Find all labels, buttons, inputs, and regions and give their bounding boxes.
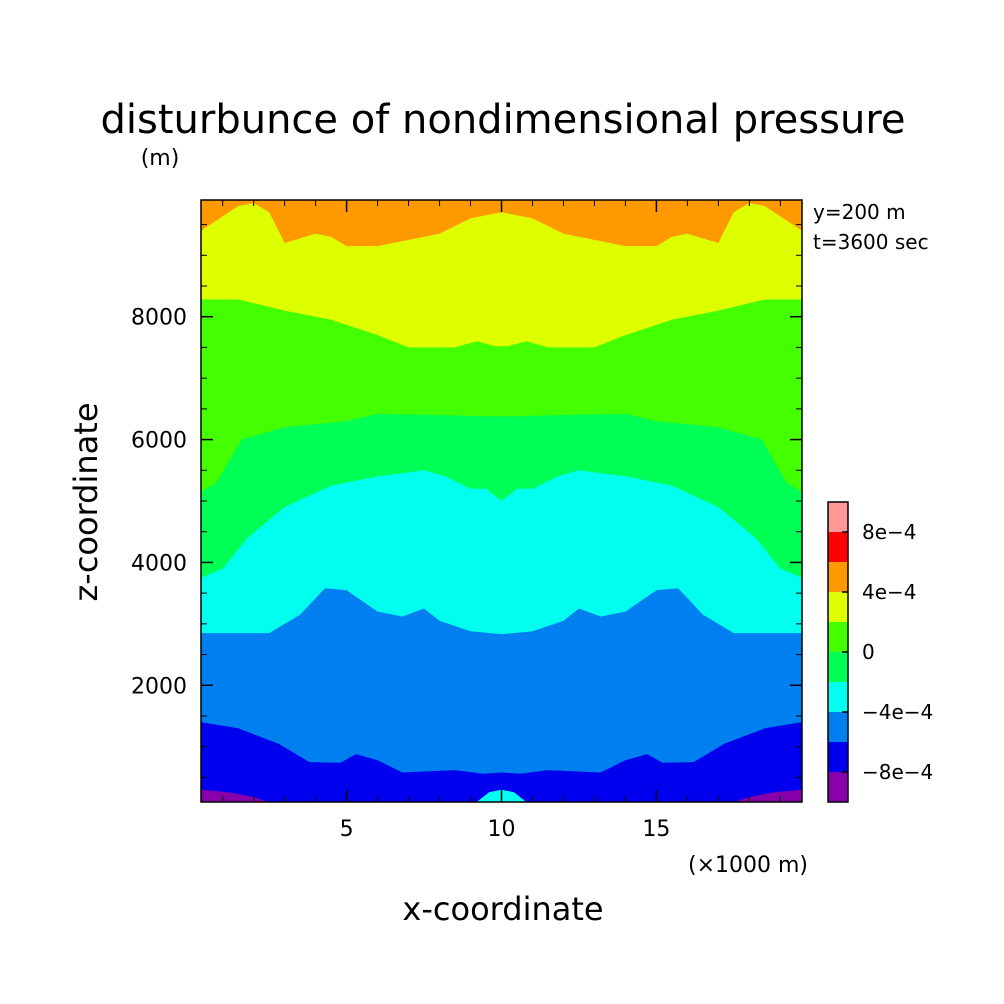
colorbar-swatch-5 — [828, 622, 848, 652]
colorbar-label: 8e−4 — [862, 520, 917, 544]
x-axis-unit: (×1000 m) — [688, 853, 808, 878]
annotation-t: t=3600 sec — [813, 230, 929, 254]
contour-plot — [201, 200, 802, 802]
colorbar-swatch-8 — [828, 532, 848, 562]
colorbar-swatch-7 — [828, 562, 848, 592]
colorbar: 8e−4 4e−4 0 −4e−4 −8e−4 — [827, 501, 933, 803]
contour-band-6 — [201, 200, 802, 247]
y-tick-label: 6000 — [131, 429, 187, 454]
colorbar-swatch-2 — [828, 712, 848, 742]
annotation-y: y=200 m — [813, 200, 906, 224]
y-tick-label: 4000 — [131, 551, 187, 576]
x-tick-label: 15 — [642, 817, 670, 842]
colorbar-swatch-6 — [828, 592, 848, 622]
colorbar-label: 0 — [862, 640, 875, 664]
y-axis-unit: (m) — [141, 146, 180, 171]
colorbar-swatch-9 — [828, 502, 848, 532]
plot-axes: 5 10 15 2000 4000 6000 8000 — [131, 199, 803, 842]
x-tick-label: 10 — [488, 817, 516, 842]
colorbar-label: −4e−4 — [862, 700, 933, 724]
chart-title: disturbunce of nondimensional pressure — [101, 97, 906, 143]
y-axis-label: z-coordinate — [67, 402, 105, 601]
colorbar-swatch-0 — [828, 772, 848, 802]
colorbar-swatch-4 — [828, 652, 848, 682]
x-axis-label: x-coordinate — [402, 890, 603, 928]
colorbar-swatch-1 — [828, 742, 848, 772]
colorbar-swatch-3 — [828, 682, 848, 712]
y-tick-label: 2000 — [131, 674, 187, 699]
x-tick-label: 5 — [340, 817, 354, 842]
colorbar-label: −8e−4 — [862, 760, 933, 784]
y-tick-label: 8000 — [131, 306, 187, 331]
colorbar-label: 4e−4 — [862, 580, 917, 604]
